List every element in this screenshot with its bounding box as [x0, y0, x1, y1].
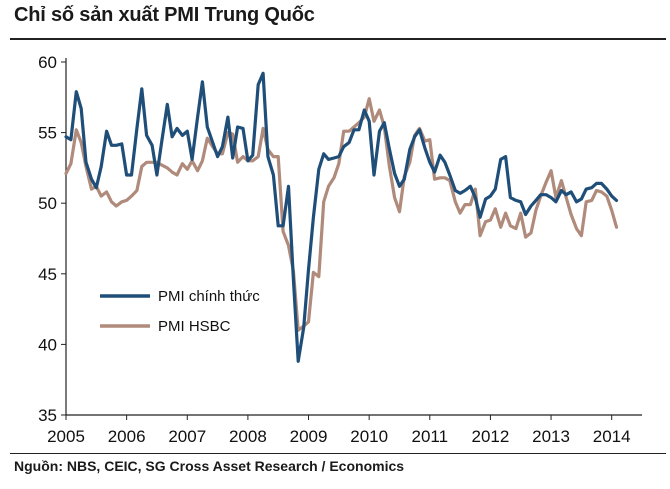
source-divider [10, 453, 666, 454]
x-tick-label: 2010 [350, 427, 388, 446]
y-tick-label: 60 [38, 53, 57, 72]
x-tick-label: 2005 [47, 427, 85, 446]
chart-title: Chỉ số sản xuất PMI Trung Quốc [14, 4, 315, 26]
y-tick-label: 50 [38, 194, 57, 213]
title-divider [10, 38, 666, 40]
x-tick-label: 2007 [168, 427, 206, 446]
legend-label-pmi-hsbc: PMI HSBC [158, 318, 231, 335]
x-tick-label: 2009 [290, 427, 328, 446]
y-tick-label: 45 [38, 265, 57, 284]
y-tick-label: 55 [38, 124, 57, 143]
chart-series [64, 71, 619, 363]
chart-legend: PMI chính thức PMI HSBC [100, 288, 260, 335]
x-tick-label: 2006 [108, 427, 146, 446]
chart-axes: 35 40 45 50 55 60 2005 2006 2007 2008 2009 2010 2011… [38, 53, 642, 446]
x-tick-label: 2008 [229, 427, 267, 446]
y-tick-label: 35 [38, 406, 57, 425]
x-tick-label: 2011 [412, 427, 449, 446]
x-tick-label: 2013 [532, 427, 570, 446]
source-note: Nguồn: NBS, CEIC, SG Cross Asset Researc… [14, 458, 405, 474]
series-line-pmi-official [64, 71, 619, 363]
y-tick-label: 40 [38, 335, 57, 354]
x-tick-label: 2014 [593, 427, 631, 446]
legend-label-pmi-official: PMI chính thức [158, 288, 260, 305]
x-tick-label: 2012 [472, 427, 510, 446]
